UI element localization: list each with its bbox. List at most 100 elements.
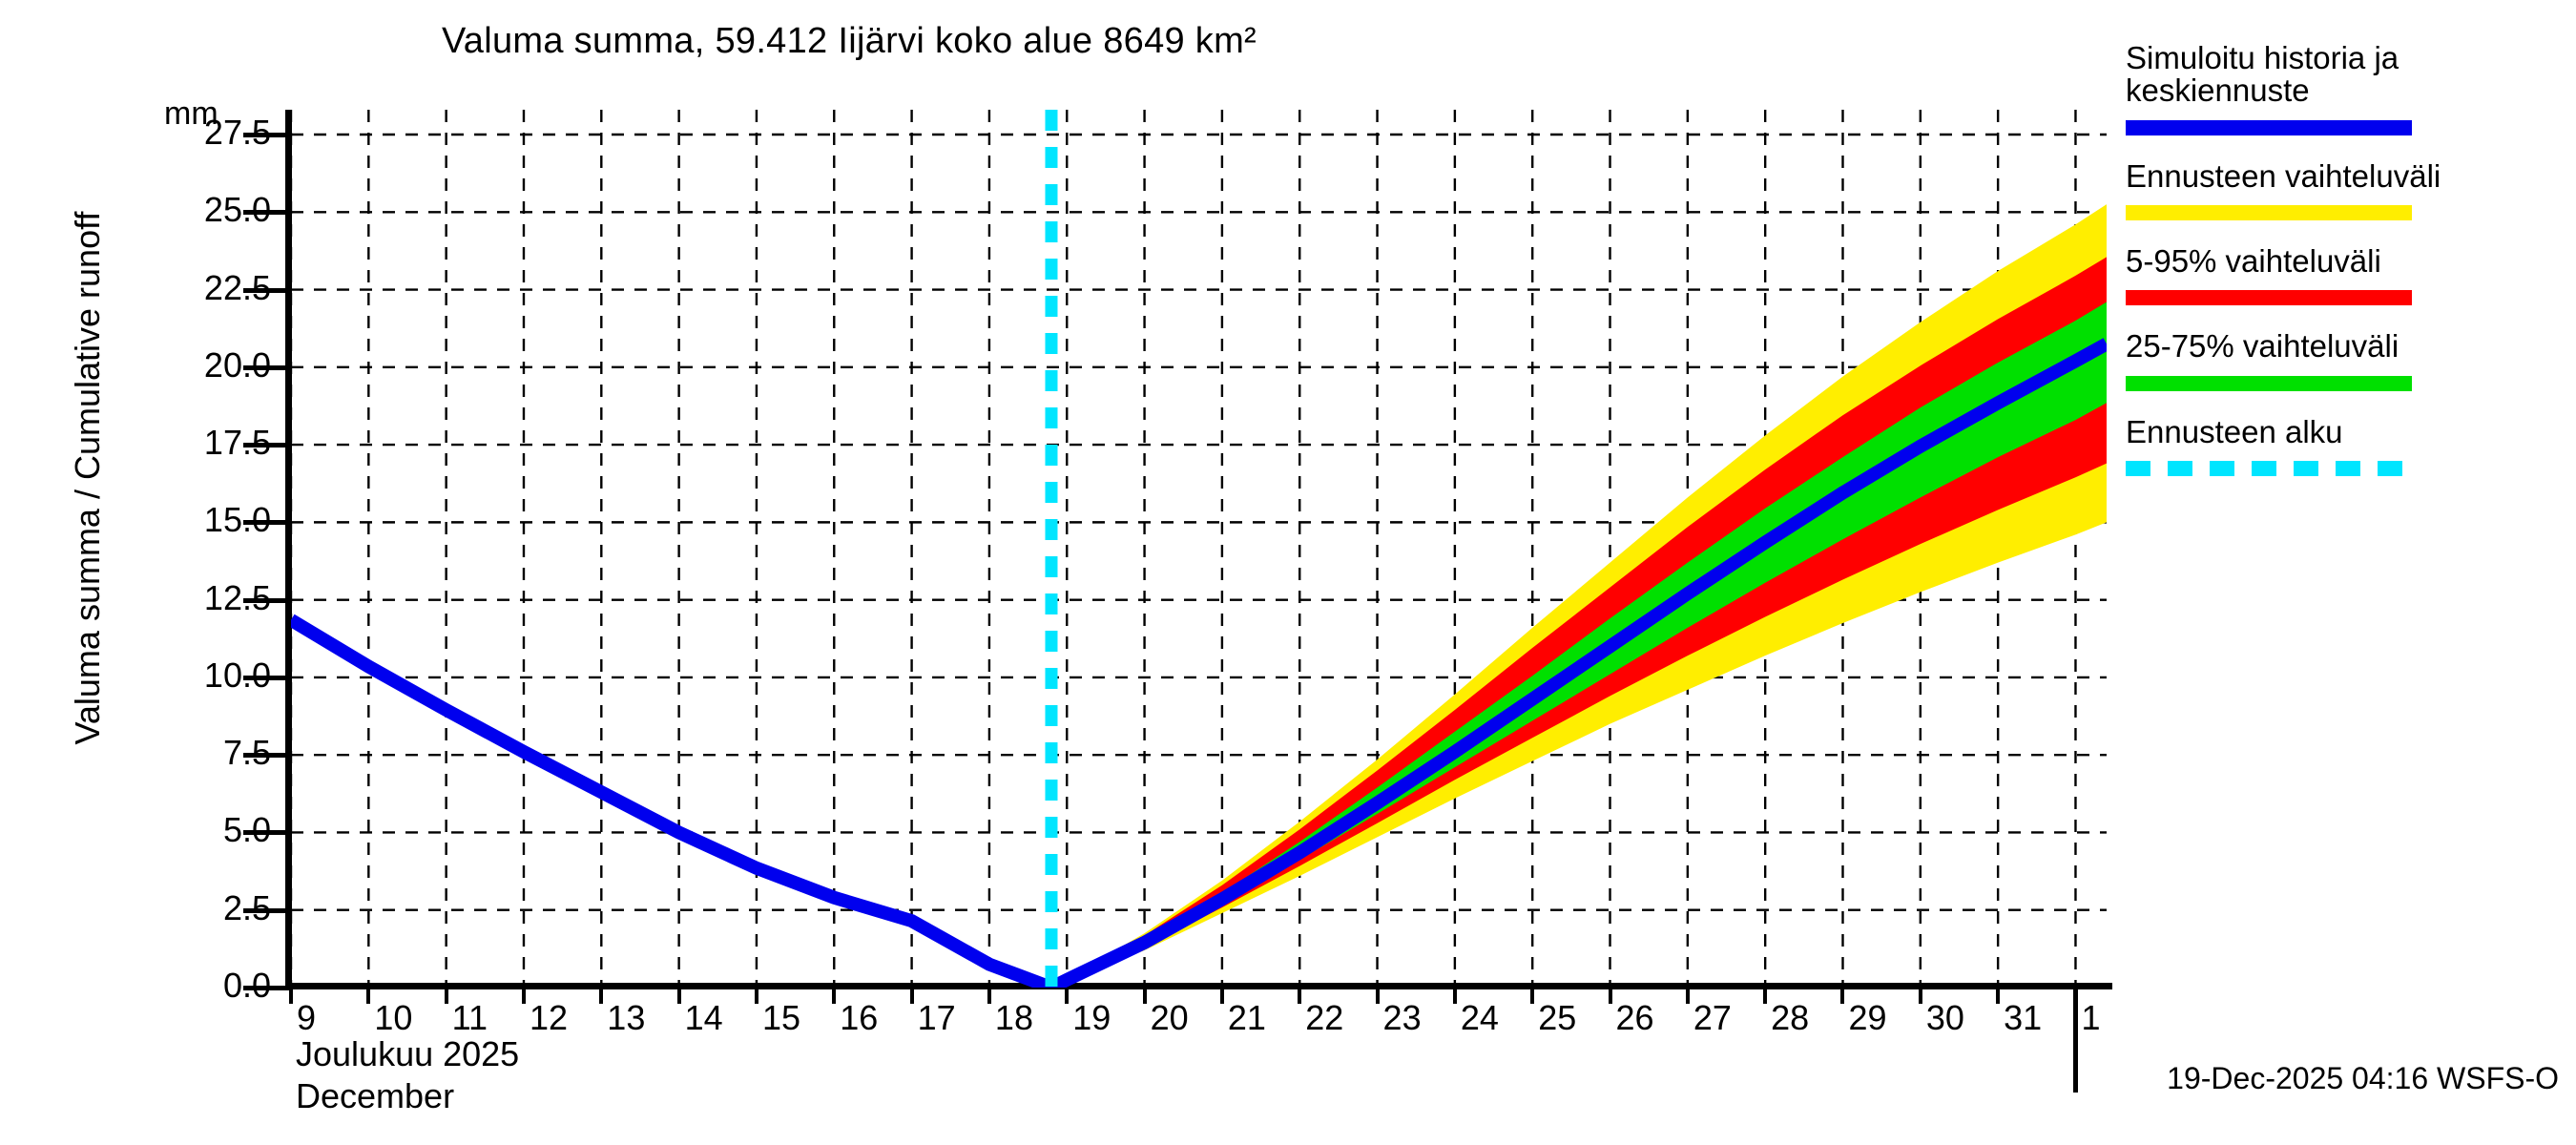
x-axis-line — [285, 983, 2112, 989]
y-tick-label: 0.0 — [222, 966, 271, 1005]
x-tick-label: 18 — [994, 998, 1033, 1037]
x-tick-label: 1 — [2081, 998, 2101, 1037]
x-tick-label: 26 — [1615, 998, 1654, 1037]
band-p5-95 — [1050, 257, 2107, 988]
chart-title: Valuma summa, 59.412 Iijärvi koko alue 8… — [441, 21, 1257, 61]
x-tick — [909, 983, 914, 1004]
chart-legend: Simuloitu historia ja keskiennuste Ennus… — [2126, 40, 2574, 501]
x-tick-label: 11 — [451, 998, 488, 1037]
x-tick-label: 13 — [607, 998, 646, 1037]
y-tick-label: 12.5 — [203, 577, 271, 617]
y-tick-label: 17.5 — [203, 423, 271, 463]
x-tick-label: 16 — [840, 998, 879, 1037]
legend-item-p25-75: 25-75% vaihteluväli — [2126, 328, 2574, 391]
y-tick — [243, 520, 291, 526]
y-tick-label: 15.0 — [203, 500, 271, 540]
y-tick — [243, 986, 291, 990]
legend-label-full-range: Ennusteen vaihteluväli — [2126, 157, 2441, 194]
plot-area — [291, 110, 2107, 988]
legend-swatch-p5-95 — [2126, 290, 2412, 306]
x-tick — [1840, 983, 1845, 1004]
y-tick-label: 27.5 — [203, 113, 271, 152]
x-tick-label: 27 — [1693, 998, 1732, 1037]
x-tick — [1142, 983, 1147, 1004]
month-separator — [2073, 983, 2079, 1093]
y-tick — [243, 597, 291, 603]
x-tick-label: 23 — [1382, 998, 1422, 1037]
x-tick — [289, 983, 293, 1004]
x-tick-label: 20 — [1150, 998, 1189, 1037]
y-tick-label: 25.0 — [203, 190, 271, 230]
x-tick — [599, 983, 604, 1004]
x-tick — [676, 983, 681, 1004]
y-tick — [243, 210, 291, 216]
x-tick — [1298, 983, 1302, 1004]
month-label-fi: Joulukuu 2025 — [296, 1034, 520, 1073]
legend-swatch-p25-75 — [2126, 375, 2412, 391]
x-tick-label: 31 — [2004, 998, 2043, 1037]
y-tick — [243, 287, 291, 293]
legend-label-forecast-start: Ennusteen alku — [2126, 413, 2343, 449]
x-tick — [444, 983, 448, 1004]
y-tick-label: 2.5 — [222, 887, 271, 927]
x-tick — [1452, 983, 1457, 1004]
y-tick — [243, 907, 291, 913]
x-tick — [987, 983, 991, 1004]
y-tick-label: 20.0 — [203, 344, 271, 385]
y-tick — [243, 364, 291, 370]
band-p25-75 — [1050, 302, 2107, 988]
footer-timestamp: 19-Dec-2025 04:16 WSFS-O — [2167, 1061, 2559, 1095]
legend-swatch-full-range — [2126, 204, 2412, 220]
y-tick — [243, 443, 291, 448]
x-tick-label: 28 — [1771, 998, 1810, 1037]
legend-label-p5-95: 5-95% vaihteluväli — [2126, 242, 2381, 279]
x-tick-label: 24 — [1460, 998, 1499, 1037]
y-tick — [243, 675, 291, 680]
legend-swatch-forecast-start — [2126, 460, 2412, 476]
x-tick — [1375, 983, 1380, 1004]
history-mean-line — [291, 338, 2107, 988]
x-tick — [1065, 983, 1070, 1004]
x-tick-label: 9 — [297, 998, 317, 1037]
x-tick-label: 22 — [1305, 998, 1344, 1037]
x-tick — [1608, 983, 1612, 1004]
x-tick — [754, 983, 758, 1004]
x-tick — [1918, 983, 1922, 1004]
y-tick — [243, 830, 291, 836]
x-tick-label: 17 — [917, 998, 956, 1037]
legend-item-forecast-start: Ennusteen alku — [2126, 413, 2574, 476]
y-tick-label: 5.0 — [222, 810, 271, 850]
legend-label-history: Simuloitu historia ja keskiennuste — [2126, 40, 2399, 109]
x-tick-label: 29 — [1848, 998, 1887, 1037]
x-tick-label: 19 — [1072, 998, 1111, 1037]
x-tick-label: 10 — [374, 998, 413, 1037]
y-axis-unit: mm — [164, 95, 218, 132]
legend-item-full-range: Ennusteen vaihteluväli — [2126, 157, 2574, 220]
x-tick — [832, 983, 837, 1004]
y-tick-label: 22.5 — [203, 267, 271, 307]
x-tick-label: 21 — [1227, 998, 1266, 1037]
x-tick — [1685, 983, 1690, 1004]
x-tick — [366, 983, 371, 1004]
y-tick-label: 7.5 — [222, 733, 271, 773]
x-tick-label: 15 — [761, 998, 800, 1037]
x-tick — [1219, 983, 1224, 1004]
y-tick-label: 10.0 — [203, 655, 271, 695]
y-axis-line — [285, 110, 292, 989]
x-tick — [1763, 983, 1768, 1004]
legend-swatch-history — [2126, 119, 2412, 135]
y-tick — [243, 753, 291, 759]
legend-item-history: Simuloitu historia ja keskiennuste — [2126, 40, 2574, 135]
x-tick-label: 14 — [684, 998, 723, 1037]
y-tick — [243, 133, 291, 137]
legend-item-p5-95: 5-95% vaihteluväli — [2126, 242, 2574, 306]
x-tick — [521, 983, 526, 1004]
x-tick — [1996, 983, 2001, 1004]
legend-label-p25-75: 25-75% vaihteluväli — [2126, 328, 2399, 364]
month-label-en: December — [296, 1076, 455, 1115]
band-full-range — [1050, 204, 2107, 988]
x-tick — [1530, 983, 1535, 1004]
x-tick-label: 30 — [1925, 998, 1964, 1037]
x-tick-label: 12 — [529, 998, 569, 1037]
